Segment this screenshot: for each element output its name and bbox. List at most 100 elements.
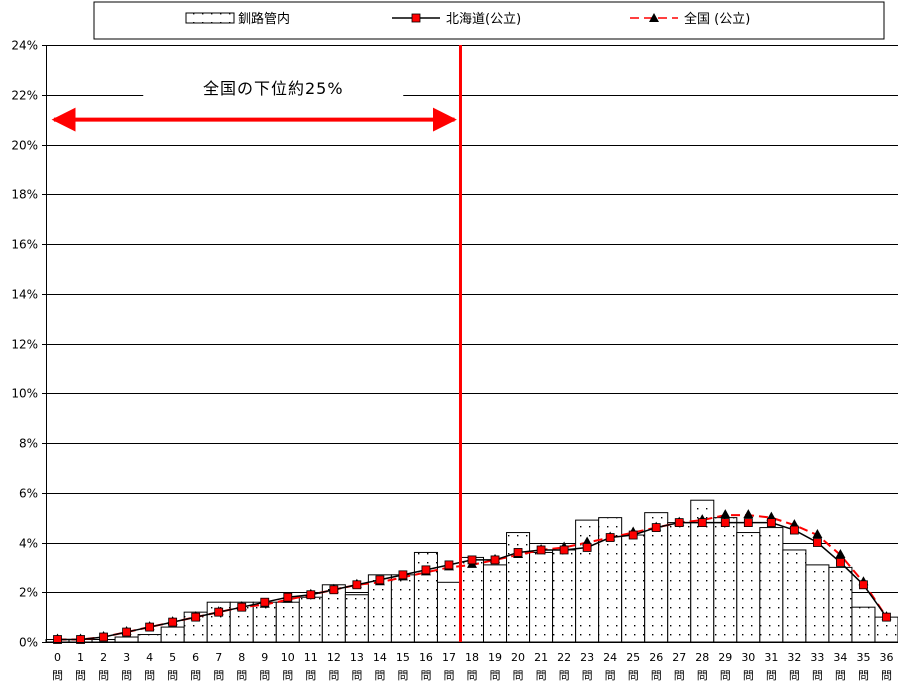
- x-tick-suffix: 問: [743, 669, 754, 682]
- x-tick-label: 14: [373, 651, 387, 664]
- legend-swatch-national-marker: [649, 13, 659, 22]
- x-tick-label: 18: [465, 651, 479, 664]
- point-hokkaido: [882, 612, 891, 622]
- point-hokkaido: [559, 545, 569, 555]
- bar: [644, 512, 669, 643]
- x-tick-label: 9: [261, 651, 268, 664]
- point-hokkaido: [76, 635, 85, 644]
- point-hokkaido: [766, 518, 776, 527]
- point-hokkaido: [214, 607, 224, 617]
- x-tick-label: 33: [810, 651, 824, 664]
- x-tick-label: 10: [281, 651, 295, 664]
- legend-label-hokkaido: 北海道(公立): [446, 12, 521, 27]
- gridlines: [46, 45, 898, 593]
- x-tick-suffix: 問: [674, 669, 685, 682]
- y-tick-label: 6%: [19, 487, 38, 501]
- x-tick-label: 30: [741, 651, 755, 664]
- x-tick-label: 36: [879, 651, 893, 664]
- bar: [390, 574, 415, 643]
- legend-label-kushiro: 釧路管内: [238, 11, 290, 27]
- point-hokkaido: [813, 538, 822, 547]
- bar: [459, 556, 485, 643]
- point-hokkaido: [306, 590, 316, 600]
- point-hokkaido: [329, 585, 339, 595]
- x-tick-label: 23: [580, 651, 594, 664]
- x-tick-suffix: 問: [697, 669, 708, 682]
- x-tick-suffix: 問: [305, 669, 316, 682]
- x-tick-label: 0: [54, 651, 61, 664]
- x-tick-suffix: 問: [490, 669, 501, 682]
- annotation-label: 全国の下位約25%: [203, 79, 344, 98]
- legend: 釧路管内 北海道(公立) 全国 (公立): [93, 1, 885, 40]
- x-tick-suffix: 問: [98, 669, 109, 682]
- x-tick-suffix: 問: [374, 669, 385, 682]
- point-national: [720, 509, 731, 519]
- x-tick-suffix: 問: [213, 669, 224, 682]
- x-tick-suffix: 問: [443, 669, 454, 682]
- point-hokkaido: [743, 518, 753, 527]
- x-tick-label: 15: [396, 651, 410, 664]
- point-hokkaido: [168, 617, 178, 627]
- y-axis-ticks: 0% 2% 4% 6% 8% 10% 12% 14% 16% 18% 20% 22% 24%: [11, 39, 46, 650]
- point-hokkaido: [191, 612, 201, 622]
- bar: [805, 564, 830, 643]
- y-tick-label: 16%: [11, 238, 38, 252]
- bar: [160, 626, 185, 643]
- point-hokkaido: [99, 632, 108, 642]
- point-national: [743, 509, 754, 519]
- x-tick-suffix: 問: [282, 669, 293, 682]
- bar: [851, 606, 876, 643]
- legend-swatch-bar: [185, 12, 235, 24]
- point-hokkaido: [260, 597, 270, 607]
- bar: [344, 594, 369, 643]
- point-hokkaido: [720, 518, 730, 527]
- y-tick-label: 2%: [19, 586, 38, 600]
- point-hokkaido: [352, 580, 362, 590]
- x-tick-label: 21: [534, 651, 548, 664]
- x-tick-label: 24: [603, 651, 617, 664]
- x-tick-label: 25: [626, 651, 640, 664]
- x-tick-suffix: 問: [190, 669, 201, 682]
- y-tick-label: 24%: [11, 39, 38, 53]
- bar: [782, 549, 807, 643]
- annotation: 全国の下位約25%: [51, 45, 462, 642]
- bar: [667, 522, 692, 643]
- y-tick-label: 10%: [11, 387, 38, 401]
- x-tick-suffix: 問: [513, 669, 524, 682]
- x-tick-label: 12: [327, 651, 341, 664]
- y-tick-label: 8%: [19, 437, 38, 451]
- x-tick-label: 34: [833, 651, 847, 664]
- legend-item-kushiro: 釧路管内: [185, 11, 290, 27]
- bar: [252, 601, 277, 643]
- x-tick-label: 8: [238, 651, 245, 664]
- point-hokkaido: [237, 602, 247, 612]
- point-hokkaido: [513, 548, 523, 557]
- legend-item-national: 全国 (公立): [630, 11, 750, 27]
- x-tick-suffix: 問: [397, 669, 408, 682]
- point-hokkaido: [836, 558, 845, 567]
- x-tick-suffix: 問: [559, 669, 570, 682]
- bar: [552, 549, 577, 643]
- point-hokkaido: [398, 570, 408, 580]
- x-tick-label: 35: [856, 651, 870, 664]
- x-tick-suffix: 問: [167, 669, 178, 682]
- y-tick-label: 18%: [11, 188, 38, 202]
- x-tick-label: 7: [215, 651, 222, 664]
- point-national: [812, 529, 823, 539]
- x-tick-label: 17: [442, 651, 456, 664]
- x-tick-label: 4: [146, 651, 153, 664]
- y-tick-label: 0%: [19, 636, 38, 650]
- point-hokkaido: [145, 622, 155, 632]
- x-tick-suffix: 問: [75, 669, 86, 682]
- bar: [736, 532, 761, 643]
- point-hokkaido: [444, 560, 454, 570]
- x-tick-suffix: 問: [881, 669, 892, 682]
- x-tick-suffix: 問: [789, 669, 800, 682]
- point-hokkaido: [467, 555, 477, 565]
- bar: [828, 566, 853, 643]
- point-hokkaido: [859, 580, 868, 590]
- x-tick-suffix: 問: [259, 669, 270, 682]
- x-tick-label: 20: [511, 651, 525, 664]
- x-tick-suffix: 問: [420, 669, 431, 682]
- bar: [298, 596, 323, 643]
